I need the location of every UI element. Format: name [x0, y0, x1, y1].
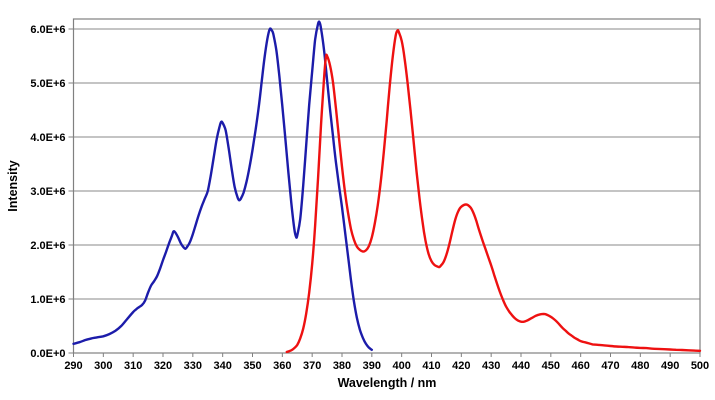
x-tick-label: 340 — [213, 360, 231, 372]
x-tick-label: 370 — [303, 360, 321, 372]
x-tick-label: 410 — [422, 360, 440, 372]
y-tick-label: 0.0E+0 — [30, 348, 65, 360]
x-tick-label: 500 — [691, 360, 709, 372]
x-tick-label: 330 — [184, 360, 202, 372]
y-tick-label: 4.0E+6 — [30, 132, 65, 144]
x-tick-label: 400 — [392, 360, 410, 372]
y-tick-label: 6.0E+6 — [30, 24, 65, 36]
red-spectrum-curve — [285, 29, 702, 354]
x-tick-label: 300 — [94, 360, 112, 372]
y-tick-label: 2.0E+6 — [30, 240, 65, 252]
x-tick-label: 490 — [661, 360, 679, 372]
x-tick-label: 350 — [243, 360, 261, 372]
x-tick-label: 450 — [542, 360, 560, 372]
x-axis-title: Wavelength / nm — [337, 376, 437, 390]
y-tick-label: 5.0E+6 — [30, 78, 65, 90]
x-tick-label: 470 — [601, 360, 619, 372]
y-tick-label: 3.0E+6 — [30, 186, 65, 198]
x-tick-label: 310 — [124, 360, 142, 372]
x-tick-label: 380 — [333, 360, 351, 372]
y-tick-label: 1.0E+6 — [30, 294, 65, 306]
x-tick-label: 420 — [452, 360, 470, 372]
x-tick-label: 390 — [363, 360, 381, 372]
x-tick-label: 440 — [512, 360, 530, 372]
x-tick-label: 290 — [64, 360, 82, 372]
x-tick-label: 480 — [631, 360, 649, 372]
blue-spectrum-curve — [72, 20, 373, 351]
x-tick-label: 430 — [482, 360, 500, 372]
plot-border — [72, 18, 701, 354]
y-axis-title: Intensity — [6, 160, 20, 212]
x-tick-label: 460 — [571, 360, 589, 372]
x-tick-label: 360 — [273, 360, 291, 372]
x-tick-label: 320 — [154, 360, 172, 372]
